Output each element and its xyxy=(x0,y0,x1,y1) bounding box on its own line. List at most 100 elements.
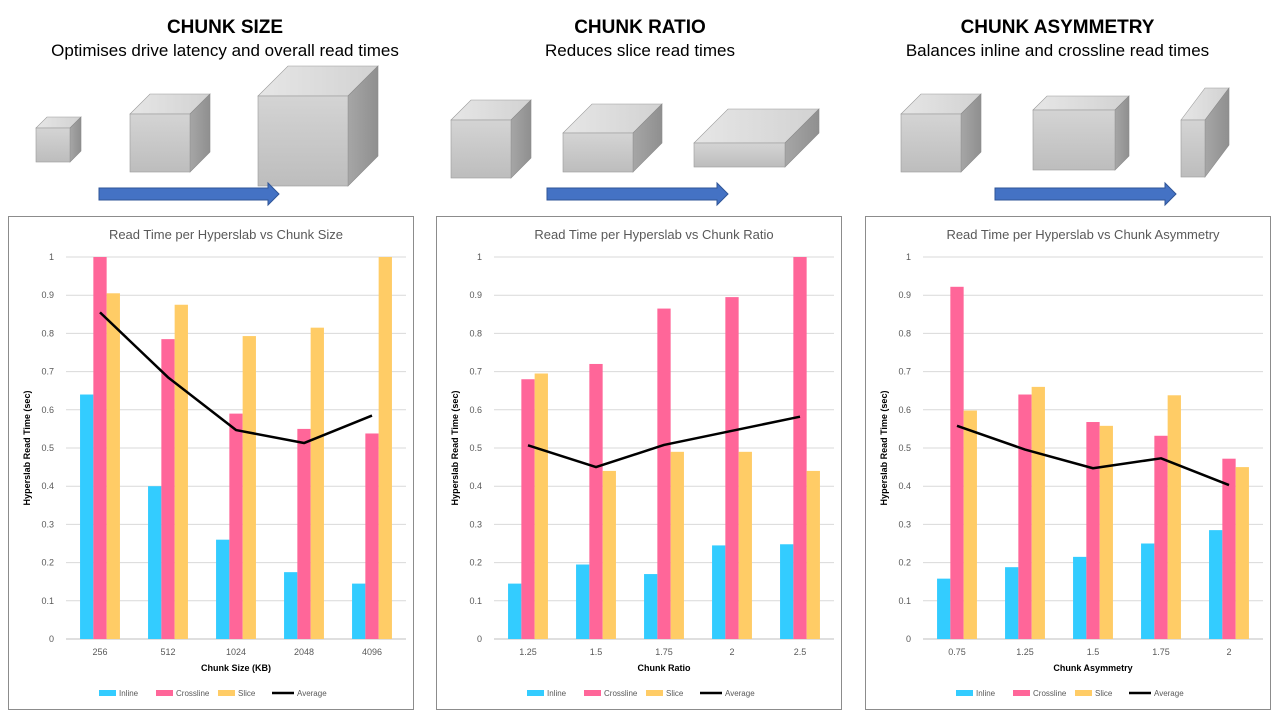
legend-item-slice: Slice xyxy=(1075,689,1113,698)
y-tick-label: 0.1 xyxy=(898,596,911,606)
section-chunk-ratio: CHUNK RATIO Reduces slice read times xyxy=(440,0,840,720)
chart-panel-chunk-ratio: Read Time per Hyperslab vs Chunk Ratio 0 0… xyxy=(436,216,842,710)
bar-crossline xyxy=(1086,422,1100,639)
y-tick-label: 0.5 xyxy=(41,443,54,453)
progression-arrow-icon xyxy=(994,181,1177,207)
legend-item-average: Average xyxy=(1129,689,1184,698)
y-tick-label: 0.7 xyxy=(898,367,911,377)
progression-arrow-icon xyxy=(546,181,729,207)
y-tick-label: 0.1 xyxy=(41,596,54,606)
y-tick-label: 0.3 xyxy=(898,519,911,529)
y-tick-label: 0.3 xyxy=(41,519,54,529)
bar-slice xyxy=(174,304,188,639)
bar-slice xyxy=(1167,395,1181,639)
legend-swatch xyxy=(99,690,116,696)
bar-crossline xyxy=(1222,458,1236,639)
chunk-cube-icon xyxy=(35,116,82,163)
y-axis-label: Hyperslab Read Time (sec) xyxy=(879,391,889,506)
x-tick-label: 2 xyxy=(729,647,734,657)
legend-label: Crossline xyxy=(1033,689,1067,698)
y-axis-label: Hyperslab Read Time (sec) xyxy=(22,391,32,506)
bar-inline xyxy=(937,578,951,639)
legend-label: Average xyxy=(297,689,327,698)
y-tick-label: 0.6 xyxy=(469,405,482,415)
y-tick-label: 1 xyxy=(906,252,911,262)
chart-panel-chunk-size: Read Time per Hyperslab vs Chunk Size 0 0.… xyxy=(8,216,414,710)
bar-inline xyxy=(216,539,230,639)
chart-panel-chunk-asymmetry: Read Time per Hyperslab vs Chunk Asymmet… xyxy=(865,216,1271,710)
x-tick-label: 1.5 xyxy=(590,647,603,657)
y-tick-label: 0.6 xyxy=(41,405,54,415)
bar-inline xyxy=(712,545,726,639)
chunk-cube-icon xyxy=(450,99,532,179)
legend-item-average: Average xyxy=(700,689,755,698)
bar-slice xyxy=(106,293,120,639)
legend-item-inline: Inline xyxy=(99,689,139,698)
y-tick-label: 0.8 xyxy=(41,328,54,338)
legend-label: Crossline xyxy=(604,689,638,698)
bar-slice xyxy=(378,257,392,639)
x-tick-label: 1.75 xyxy=(1152,647,1170,657)
legend-item-average: Average xyxy=(272,689,327,698)
bar-crossline xyxy=(657,308,671,639)
legend-label: Slice xyxy=(666,689,684,698)
legend-swatch xyxy=(956,690,973,696)
y-tick-label: 0.2 xyxy=(469,558,482,568)
section-heading: CHUNK ASYMMETRY xyxy=(960,17,1155,38)
section-subheading: Balances inline and crossline read times xyxy=(905,41,1210,60)
bar-crossline xyxy=(297,428,311,639)
y-tick-label: 0.8 xyxy=(469,328,482,338)
legend-swatch xyxy=(584,690,601,696)
x-tick-label: 1.75 xyxy=(655,647,673,657)
y-tick-label: 0.7 xyxy=(41,367,54,377)
bar-inline xyxy=(284,572,298,639)
bar-crossline xyxy=(365,433,379,639)
x-tick-label: 2048 xyxy=(294,647,314,657)
x-tick-label: 1.5 xyxy=(1087,647,1100,657)
bar-crossline xyxy=(161,339,175,639)
y-tick-label: 0.8 xyxy=(898,328,911,338)
x-tick-label: 1024 xyxy=(226,647,246,657)
legend-label: Inline xyxy=(547,689,567,698)
bar-inline xyxy=(1141,543,1155,639)
x-tick-label: 0.75 xyxy=(948,647,966,657)
legend-label: Crossline xyxy=(176,689,210,698)
bar-inline xyxy=(508,583,522,639)
legend-label: Slice xyxy=(1095,689,1113,698)
bar-slice xyxy=(310,327,324,639)
line-average xyxy=(956,424,1230,487)
bar-slice xyxy=(963,410,977,639)
y-axis-label: Hyperslab Read Time (sec) xyxy=(450,391,460,506)
legend-swatch xyxy=(646,690,663,696)
y-tick-label: 0 xyxy=(477,634,482,644)
y-tick-label: 0.3 xyxy=(469,519,482,529)
legend-item-crossline: Crossline xyxy=(584,689,638,698)
chart-title: Read Time per Hyperslab vs Chunk Ratio xyxy=(534,227,773,242)
x-axis-label: Chunk Size (KB) xyxy=(201,663,271,673)
line-average xyxy=(99,311,373,445)
y-tick-label: 0.4 xyxy=(469,481,482,491)
legend-item-crossline: Crossline xyxy=(1013,689,1067,698)
y-tick-label: 0.5 xyxy=(898,443,911,453)
y-tick-label: 0.7 xyxy=(469,367,482,377)
legend-swatch xyxy=(218,690,235,696)
legend-item-inline: Inline xyxy=(527,689,567,698)
bar-inline xyxy=(148,486,162,639)
bar-crossline xyxy=(950,286,964,639)
x-tick-label: 1.25 xyxy=(519,647,537,657)
x-tick-label: 1.25 xyxy=(1016,647,1034,657)
y-tick-label: 0.5 xyxy=(469,443,482,453)
chart-chunk-size: Read Time per Hyperslab vs Chunk Size 0 0.… xyxy=(22,227,406,698)
y-tick-label: 0.2 xyxy=(898,558,911,568)
section-heading: CHUNK RATIO xyxy=(574,17,706,38)
bar-slice xyxy=(534,373,548,639)
y-tick-label: 0.9 xyxy=(469,290,482,300)
x-tick-label: 2 xyxy=(1226,647,1231,657)
y-tick-label: 0.4 xyxy=(41,481,54,491)
bar-inline xyxy=(644,574,658,639)
bar-slice xyxy=(806,470,820,639)
chart-chunk-ratio: Read Time per Hyperslab vs Chunk Ratio 0 0… xyxy=(450,227,834,698)
bar-inline xyxy=(80,394,94,639)
bar-crossline xyxy=(521,379,535,639)
bar-slice xyxy=(1099,425,1113,639)
